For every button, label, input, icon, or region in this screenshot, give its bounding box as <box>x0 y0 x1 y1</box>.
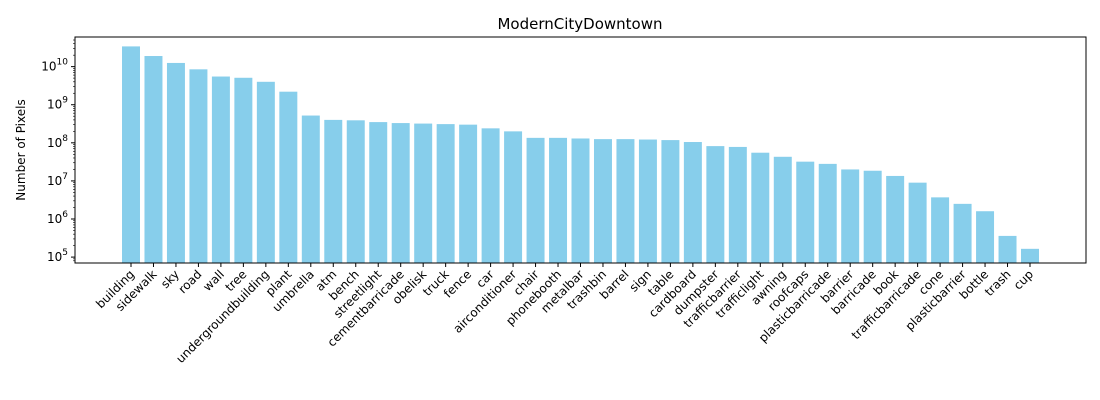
bar-wall <box>211 76 230 263</box>
y-tick-label: 106 <box>47 210 68 226</box>
bar-trafficbarrier <box>728 146 747 263</box>
bar-trash <box>998 235 1017 263</box>
bar-building <box>122 46 140 264</box>
bar-cone <box>931 197 950 263</box>
bar-plasticbarricade <box>818 163 837 263</box>
y-tick-label: 1010 <box>41 58 68 74</box>
y-tick-label: 109 <box>47 96 68 112</box>
bar-bench <box>346 120 365 263</box>
bar-sky <box>166 62 185 264</box>
bar-metalbar <box>571 138 590 263</box>
bar-cup <box>1021 248 1039 263</box>
x-tick-label: cup <box>1011 267 1036 292</box>
y-tick-label: 105 <box>47 248 68 264</box>
bar-atm <box>324 119 343 263</box>
bar-car <box>481 128 500 263</box>
bar-plant <box>279 91 298 263</box>
bar-fence <box>459 124 478 264</box>
bar-barrel <box>616 139 635 263</box>
x-ticks-group: buildingsidewalkskyroadwalltreeundergrou… <box>93 263 1036 366</box>
bar-book <box>886 175 905 263</box>
bar-road <box>189 69 208 263</box>
bar-tree <box>234 77 253 263</box>
bars-group <box>122 46 1039 264</box>
bar-plasticbarrier <box>953 203 972 263</box>
bar-trashbin <box>593 139 612 263</box>
y-axis-label: Number of Pixels <box>14 99 28 200</box>
x-tick-label: road <box>176 267 205 296</box>
bar-table <box>661 140 680 263</box>
bar-truck <box>436 124 455 263</box>
bar-obelisk <box>414 123 433 263</box>
bar-chair <box>526 137 545 263</box>
x-tick-label: trash <box>982 267 1014 299</box>
bar-streetlight <box>369 122 388 263</box>
bar-phonebooth <box>549 137 568 263</box>
bar-barrier <box>841 169 860 263</box>
bar-trafficbarricade <box>908 182 927 263</box>
bar-sidewalk <box>144 56 163 263</box>
x-tick-label: wall <box>200 267 227 294</box>
bar-roofcaps <box>796 161 815 263</box>
bar-cementbarricade <box>391 123 410 263</box>
chart-title: ModernCityDowntown <box>497 15 662 33</box>
bar-umbrella <box>301 115 320 263</box>
bar-trafficlight <box>751 152 770 263</box>
y-tick-label: 108 <box>47 134 68 150</box>
bar-airconditioner <box>504 131 523 263</box>
bar-sign <box>638 139 657 263</box>
bar-undergroundbuilding <box>256 81 275 263</box>
bar-bottle <box>976 211 995 263</box>
bar-barricade <box>863 170 882 263</box>
plot-frame <box>74 36 1087 264</box>
bar-cardboard <box>683 142 702 263</box>
bar-awning <box>773 156 792 263</box>
y-tick-label: 107 <box>47 172 68 188</box>
bar-dumpster <box>706 146 725 263</box>
y-ticks-group: 105 106 107 108 109 1010 <box>41 39 75 264</box>
